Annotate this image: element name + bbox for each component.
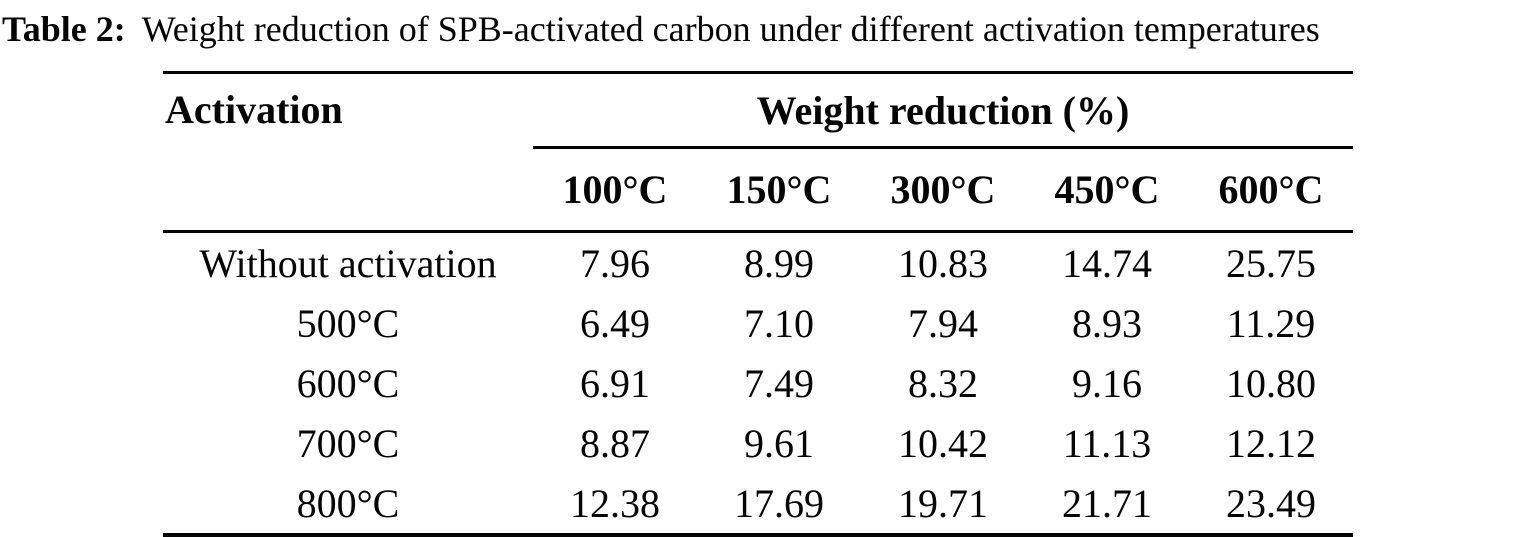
table-cell: 11.29 bbox=[1226, 300, 1316, 346]
table-cell: 7.94 bbox=[908, 300, 978, 346]
table-cell: 8.87 bbox=[580, 420, 650, 466]
table-cell: 8.93 bbox=[1072, 300, 1142, 346]
data-table: Activation Weight reduction (%) 100°C 15… bbox=[163, 71, 1353, 537]
header-activation: Activation bbox=[163, 72, 533, 233]
table-row: 700°C 8.87 9.61 10.42 11.13 12.12 bbox=[163, 413, 1353, 473]
table-cell: 7.10 bbox=[744, 300, 814, 346]
table-cell: 12.12 bbox=[1226, 420, 1316, 466]
table-cell: 9.16 bbox=[1072, 360, 1142, 406]
table-row: Without activation 7.96 8.99 10.83 14.74… bbox=[163, 232, 1353, 294]
table-cell: 11.13 bbox=[1062, 420, 1152, 466]
table-cell: 7.49 bbox=[744, 360, 814, 406]
row-label: 500°C bbox=[296, 300, 400, 346]
table-cell: 23.49 bbox=[1189, 473, 1353, 537]
table-cell: 19.71 bbox=[861, 473, 1025, 537]
row-label: 700°C bbox=[296, 420, 400, 466]
caption-label: Table 2: bbox=[2, 9, 126, 49]
table-cell: 10.80 bbox=[1226, 360, 1316, 406]
table-cell: 9.61 bbox=[744, 420, 814, 466]
table-body: Without activation 7.96 8.99 10.83 14.74… bbox=[163, 232, 1353, 537]
table-caption: Table 2: Weight reduction of SPB-activate… bbox=[2, 5, 1320, 53]
table-cell: 8.99 bbox=[744, 240, 814, 286]
table-cell: 6.49 bbox=[580, 300, 650, 346]
table-row: 800°C 12.38 17.69 19.71 21.71 23.49 bbox=[163, 473, 1353, 537]
row-label: 600°C bbox=[296, 360, 400, 406]
table-cell: 7.96 bbox=[580, 240, 650, 286]
table-cell: 6.91 bbox=[580, 360, 650, 406]
header-temp-300: 300°C bbox=[861, 147, 1025, 233]
caption-text: Weight reduction of SPB-activated carbon… bbox=[141, 9, 1320, 49]
row-label: 800°C bbox=[163, 473, 533, 537]
row-label: Without activation bbox=[199, 240, 497, 286]
table-row: 600°C 6.91 7.49 8.32 9.16 10.80 bbox=[163, 353, 1353, 413]
table-cell: 8.32 bbox=[908, 360, 978, 406]
header-temp-450: 450°C bbox=[1025, 147, 1189, 233]
table-header: Activation Weight reduction (%) 100°C 15… bbox=[163, 72, 1353, 233]
table-cell: 14.74 bbox=[1062, 240, 1152, 286]
table-cell: 21.71 bbox=[1025, 473, 1189, 537]
header-temp-600: 600°C bbox=[1189, 147, 1353, 233]
table-cell: 25.75 bbox=[1226, 240, 1316, 286]
table-cell: 17.69 bbox=[697, 473, 861, 537]
table-cell: 12.38 bbox=[533, 473, 697, 537]
header-temp-100: 100°C bbox=[533, 147, 697, 233]
table-row: 500°C 6.49 7.10 7.94 8.93 11.29 bbox=[163, 293, 1353, 353]
header-temp-150: 150°C bbox=[697, 147, 861, 233]
header-weight-reduction: Weight reduction (%) bbox=[533, 72, 1353, 149]
table-cell: 10.83 bbox=[898, 240, 988, 286]
table-cell: 10.42 bbox=[898, 420, 988, 466]
